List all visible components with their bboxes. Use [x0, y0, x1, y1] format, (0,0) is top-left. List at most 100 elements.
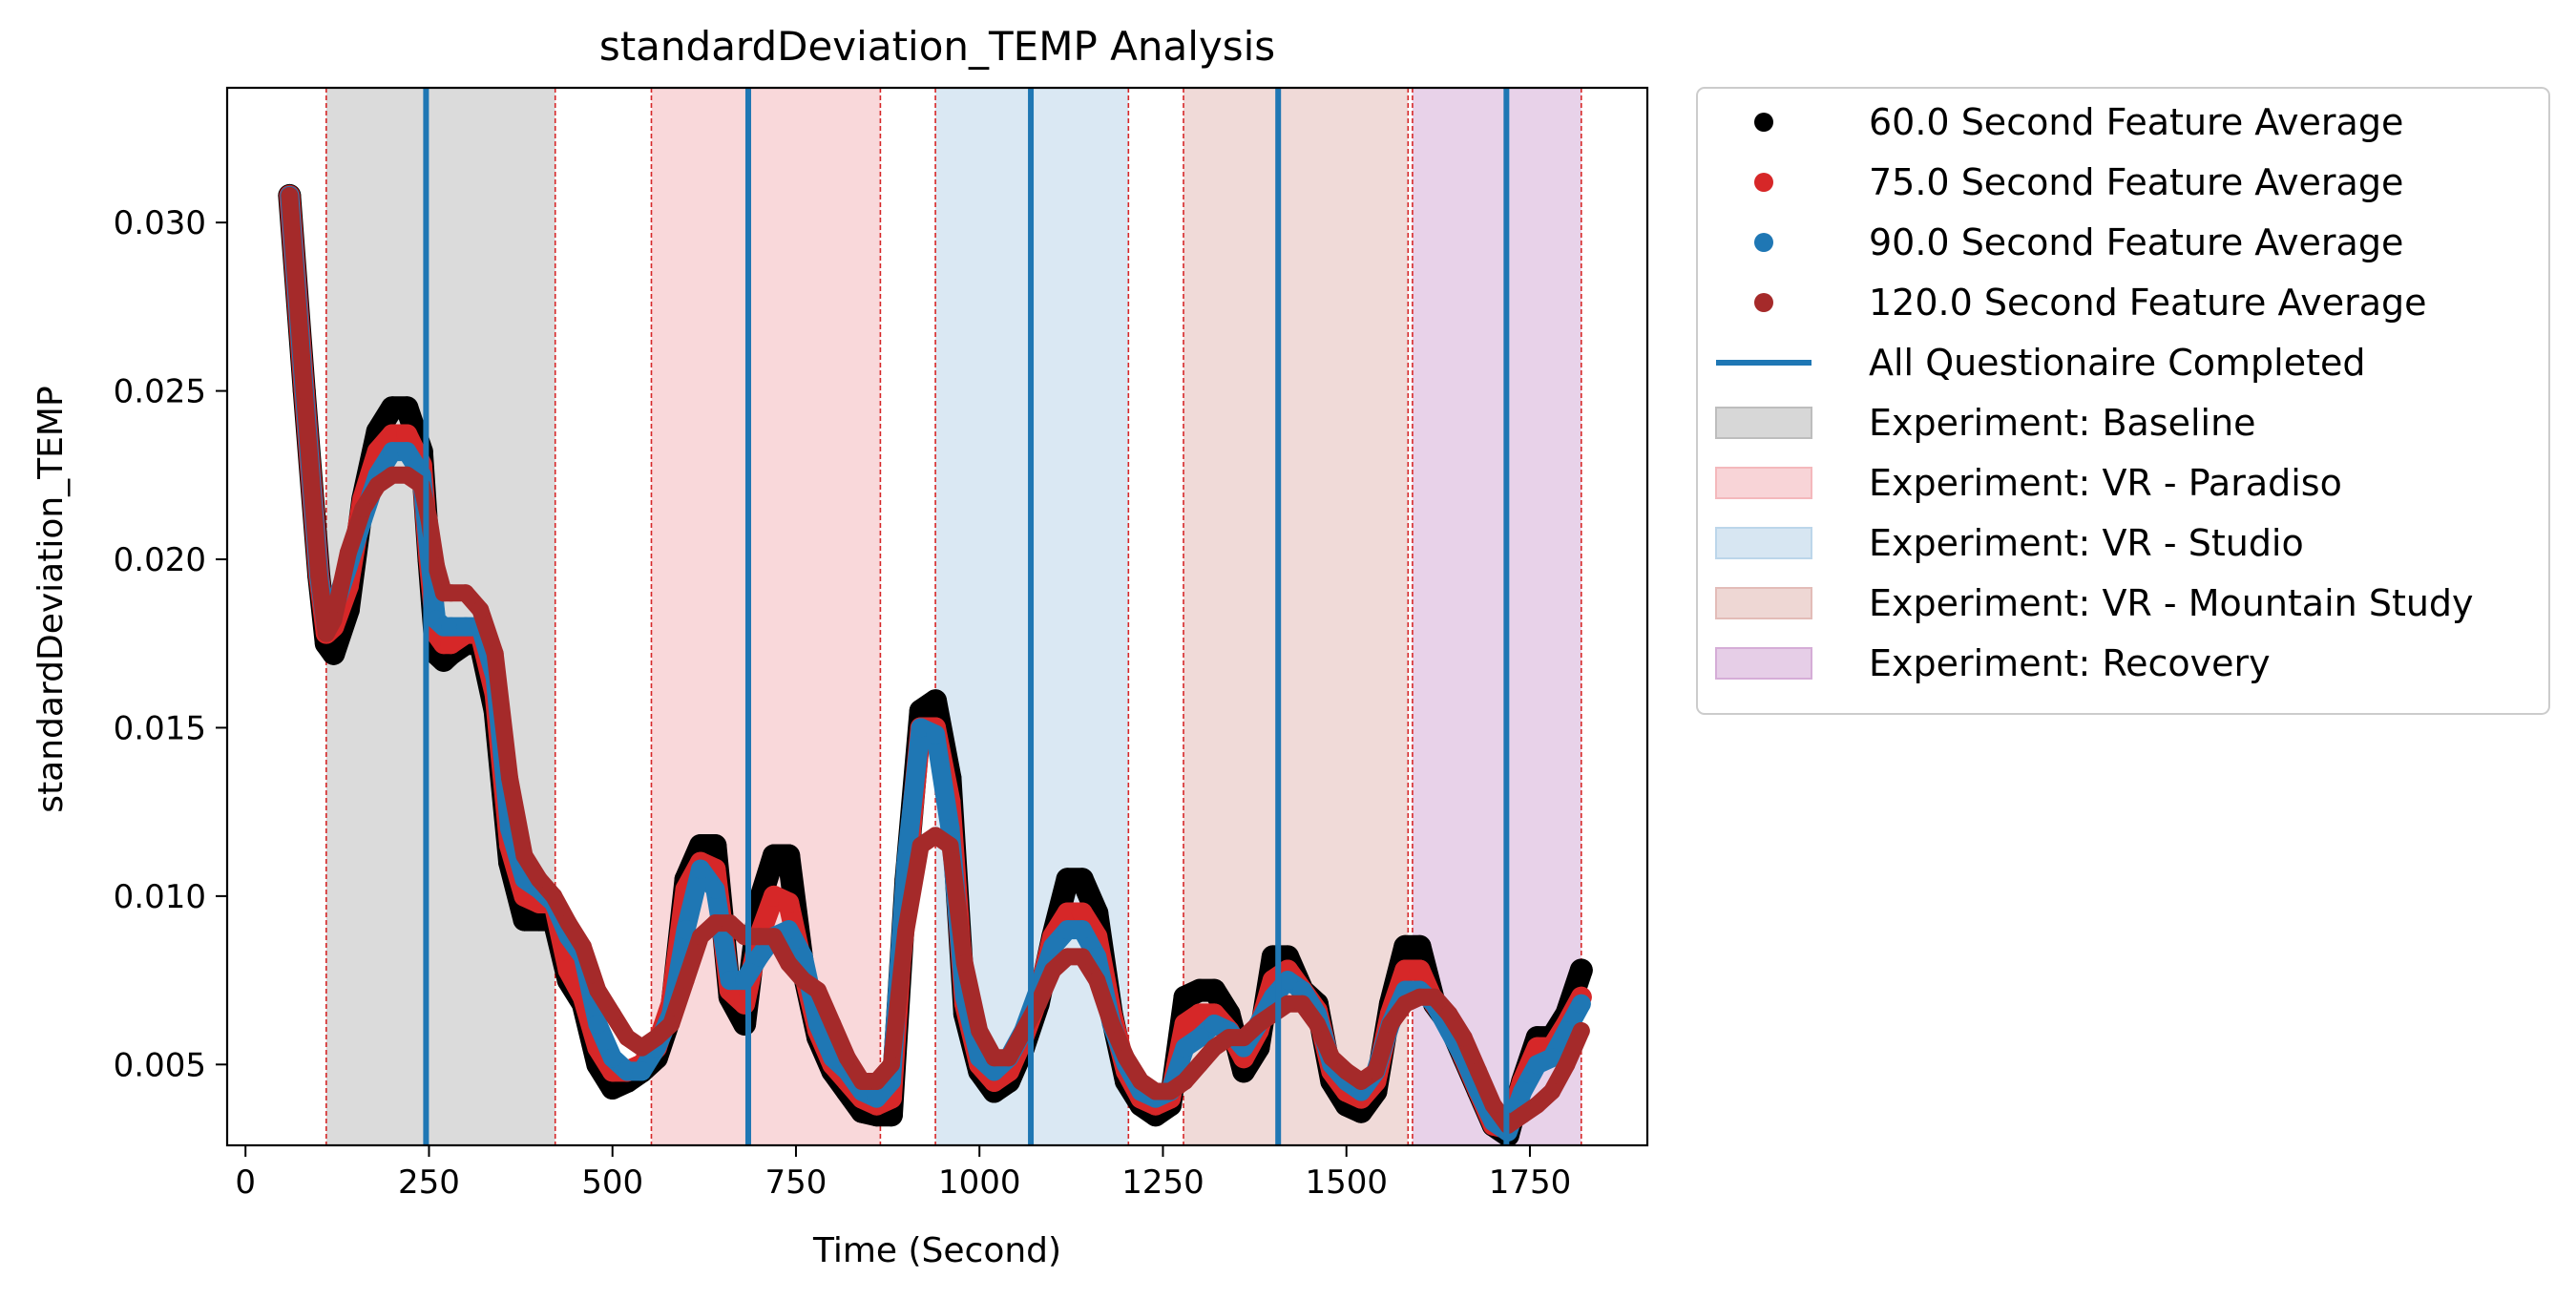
data-point	[793, 947, 813, 967]
data-point	[1118, 1049, 1136, 1067]
data-point	[1043, 936, 1063, 956]
data-point	[911, 718, 931, 738]
legend-label: Experiment: Recovery	[1869, 642, 2271, 684]
data-point	[396, 424, 418, 446]
data-point	[824, 1015, 842, 1033]
data-point	[618, 1029, 637, 1047]
data-point	[1146, 1082, 1164, 1100]
data-point	[1394, 959, 1416, 981]
data-point	[1411, 988, 1429, 1006]
data-point	[749, 947, 769, 967]
data-point	[1220, 1029, 1238, 1047]
data-point	[501, 769, 519, 787]
legend-swatch	[1715, 587, 1812, 619]
data-point	[1308, 1015, 1326, 1033]
y-tick-label: 0.005	[114, 1046, 206, 1084]
legend-label: Experiment: VR - Mountain Study	[1869, 582, 2474, 624]
x-tick-label: 500	[581, 1163, 643, 1202]
legend-swatch	[1715, 527, 1812, 559]
x-tick-label: 1000	[938, 1163, 1021, 1202]
data-point	[897, 921, 915, 939]
x-tick-label: 1500	[1305, 1163, 1388, 1202]
data-point	[1190, 1056, 1208, 1074]
data-point	[764, 928, 783, 946]
x-tick-label: 1250	[1121, 1163, 1204, 1202]
data-point	[692, 928, 709, 946]
data-point	[1015, 1022, 1033, 1040]
legend-swatch	[1715, 467, 1812, 499]
data-point	[1088, 972, 1106, 990]
data-point	[295, 382, 313, 400]
data-point	[705, 879, 725, 899]
data-point	[471, 600, 490, 618]
legend-marker	[1754, 293, 1773, 312]
data-point	[735, 971, 755, 991]
data-point	[853, 1072, 871, 1090]
legend: 60.0 Second Feature Average 75.0 Second F…	[1696, 87, 2550, 715]
data-point	[441, 617, 461, 637]
series-group	[278, 183, 1593, 1145]
data-point	[557, 959, 579, 981]
data-point	[455, 617, 475, 637]
legend-label: 120.0 Second Feature Average	[1869, 282, 2427, 324]
data-point	[926, 724, 946, 744]
data-point	[1367, 1062, 1385, 1080]
data-point	[941, 836, 959, 854]
chart-title: standardDeviation_TEMP Analysis	[599, 23, 1275, 70]
data-point	[1189, 1028, 1209, 1048]
data-point	[633, 1038, 651, 1057]
data-point	[1057, 902, 1079, 924]
experiment-region	[1412, 88, 1581, 1145]
data-point	[603, 1005, 621, 1023]
x-tick-label: 250	[398, 1163, 460, 1202]
data-point	[440, 633, 462, 655]
legend-swatch	[1715, 407, 1812, 439]
data-point	[1455, 1029, 1473, 1047]
legend-label: 90.0 Second Feature Average	[1869, 221, 2403, 263]
data-point	[955, 954, 974, 973]
plot-area: 0 250 500 750 1000 1250 1500 1750 0.005 0.010 0.01…	[114, 86, 1649, 1202]
data-point	[1102, 1015, 1120, 1033]
data-point	[1513, 1081, 1533, 1101]
y-tick-label: 0.015	[114, 709, 206, 747]
data-point	[1425, 988, 1443, 1006]
series-4	[281, 186, 1590, 1134]
data-point	[1352, 1072, 1371, 1090]
data-point	[1205, 1038, 1224, 1057]
data-point	[1396, 995, 1414, 1013]
data-point	[1527, 1055, 1547, 1075]
x-tick-label: 750	[765, 1163, 827, 1202]
data-point	[559, 914, 577, 932]
data-point	[398, 466, 416, 484]
data-point	[971, 1022, 989, 1040]
y-tick-label: 0.020	[114, 541, 206, 579]
data-point	[1176, 1072, 1194, 1090]
data-point	[339, 543, 357, 561]
data-point	[1132, 1072, 1150, 1090]
data-point	[867, 1088, 887, 1108]
data-point	[632, 1061, 652, 1081]
data-point	[676, 920, 696, 940]
data-point	[779, 920, 799, 940]
data-point	[384, 466, 402, 484]
y-tick-label: 0.030	[114, 204, 206, 242]
data-point	[368, 476, 387, 494]
data-point	[310, 567, 328, 585]
data-point	[1249, 1015, 1267, 1033]
data-point	[602, 1048, 622, 1068]
x-tick-label: 1750	[1489, 1163, 1572, 1202]
data-point	[1029, 995, 1047, 1013]
data-point	[1072, 920, 1092, 940]
data-point	[809, 981, 827, 999]
data-point	[777, 844, 801, 868]
data-point	[1293, 995, 1311, 1013]
data-point	[1235, 1029, 1253, 1047]
legend-marker	[1754, 113, 1773, 132]
data-point	[750, 928, 768, 946]
data-point	[984, 1061, 1004, 1081]
data-point	[1381, 1015, 1399, 1033]
data-point	[1514, 1106, 1532, 1124]
data-point	[442, 584, 460, 602]
data-point	[706, 914, 724, 932]
